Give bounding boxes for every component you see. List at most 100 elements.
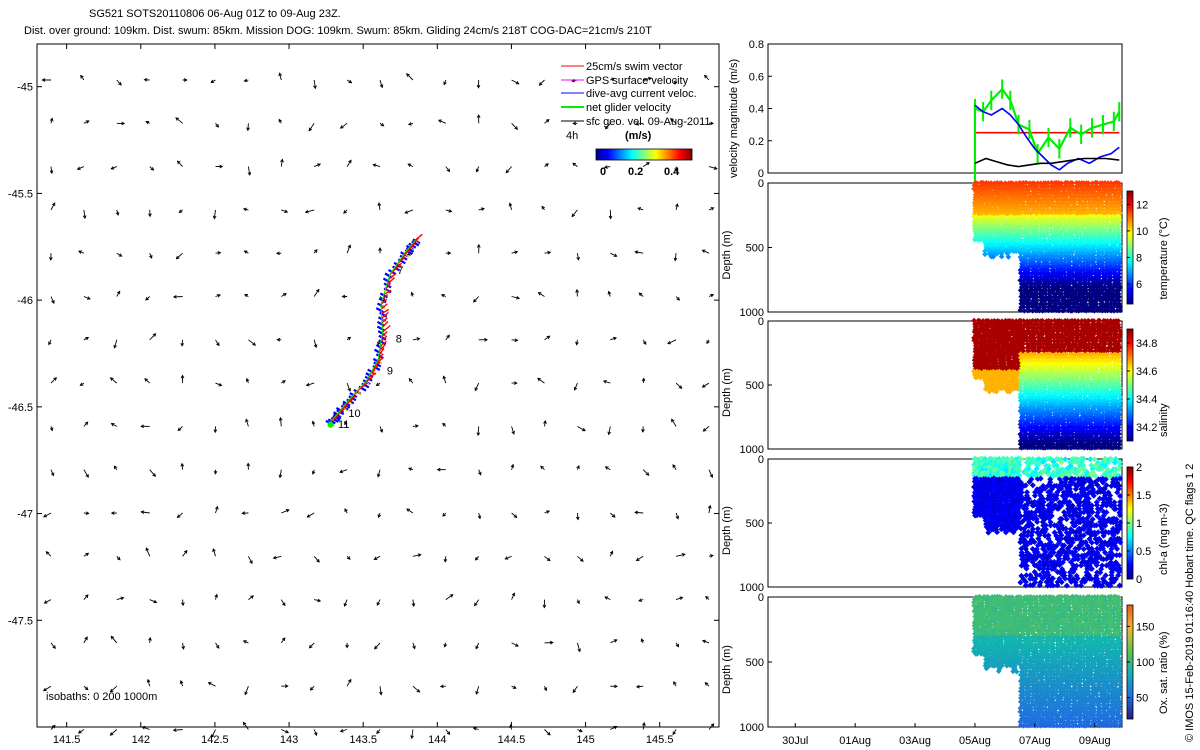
map-xtick-label: 143.5: [349, 734, 377, 746]
current-arrow: [374, 555, 381, 560]
current-arrow-head: [345, 644, 349, 649]
current-arrow-head: [278, 118, 282, 123]
current-arrow-head: [245, 377, 250, 382]
current-arrow-head: [43, 514, 47, 518]
current-arrow-head: [211, 734, 215, 739]
velocity-ytick-label: 0.8: [749, 39, 764, 51]
current-arrow-head: [282, 602, 286, 607]
section-colorbar-tick-label: 34.4: [1136, 394, 1157, 406]
current-arrow-head: [113, 344, 117, 349]
current-arrow: [477, 426, 480, 436]
current-arrow-head: [272, 555, 277, 560]
current-arrow-head: [242, 207, 247, 212]
current-arrow-head: [304, 209, 309, 214]
current-arrow-head: [43, 600, 48, 604]
current-arrow-head: [85, 120, 90, 124]
map-colorbar: [595, 148, 693, 161]
current-arrow: [110, 377, 118, 384]
current-arrow-head: [308, 644, 313, 649]
section-colorbar-tick-label: 6: [1136, 279, 1142, 291]
section-ytick-label: 0: [758, 454, 764, 466]
current-arrow: [511, 122, 518, 130]
section-ytick-label: 0: [758, 316, 764, 328]
current-arrow: [149, 333, 156, 341]
current-arrow-head: [84, 636, 88, 641]
current-arrow-head: [305, 382, 310, 387]
current-arrow-head: [448, 209, 453, 213]
current-arrow: [474, 382, 480, 391]
current-arrow-head: [121, 121, 126, 126]
current-arrow: [406, 73, 414, 81]
current-arrow: [50, 642, 56, 649]
current-arrow-head: [77, 730, 82, 734]
current-arrow-head: [379, 691, 383, 696]
section-ylabel: Depth (m): [721, 368, 733, 417]
current-arrow: [280, 159, 283, 167]
current-arrow: [511, 251, 518, 254]
current-arrow-head: [172, 728, 177, 732]
current-arrow-head: [213, 470, 218, 475]
current-arrow-head: [48, 341, 52, 346]
current-arrow: [212, 548, 216, 557]
current-arrow: [176, 252, 183, 260]
current-arrow-head: [306, 514, 311, 518]
title-line2: Dist. over ground: 109km. Dist. swum: 85…: [24, 25, 652, 37]
map-ytick-label: -47: [17, 509, 33, 521]
legend-interval-label: 4h: [566, 130, 578, 142]
current-arrow: [43, 685, 52, 692]
current-arrow-head: [406, 73, 410, 77]
current-arrow: [346, 382, 351, 392]
current-arrow: [50, 469, 54, 476]
section-colorbar: [1126, 190, 1134, 305]
current-arrow-head: [148, 213, 152, 218]
current-arrow: [177, 512, 183, 518]
current-arrow-head: [347, 336, 352, 341]
current-arrow: [340, 729, 348, 732]
current-arrow: [50, 725, 56, 730]
current-arrow-head: [513, 514, 518, 519]
current-arrow: [412, 685, 420, 693]
current-arrow-head: [110, 511, 115, 515]
current-arrow-head: [476, 243, 481, 248]
title-line1: SG521 SOTS20110806 06-Aug 01Z to 09-Aug …: [89, 8, 341, 20]
current-arrow-head: [281, 637, 286, 642]
current-arrow: [83, 421, 89, 427]
current-arrow: [374, 642, 381, 650]
current-arrow-head: [339, 728, 344, 733]
current-arrow: [243, 722, 249, 730]
legend-gps-label: GPS surface velocity: [586, 75, 689, 87]
current-arrow-head: [476, 432, 481, 437]
current-arrow: [313, 556, 320, 563]
current-arrow: [305, 209, 315, 213]
current-arrow-head: [213, 429, 218, 434]
current-arrow: [208, 682, 216, 687]
current-arrow: [445, 729, 450, 735]
current-arrow-head: [313, 732, 318, 737]
current-arrow-head: [406, 508, 410, 512]
current-arrow: [308, 123, 315, 131]
colorbar-units-label: (m/s): [625, 130, 652, 142]
current-arrow: [280, 637, 286, 644]
current-arrow-head: [341, 294, 346, 299]
current-arrow: [280, 417, 282, 427]
current-arrow-head: [118, 253, 123, 257]
current-arrow-head: [317, 163, 322, 167]
current-arrow-head: [404, 210, 409, 214]
current-arrow-head: [344, 421, 348, 425]
current-arrow-head: [376, 602, 381, 606]
current-arrow-head: [313, 85, 317, 90]
current-arrow-head: [511, 430, 515, 435]
section-colorbar-tick-label: 34.8: [1136, 338, 1157, 350]
map-xtick-label: 144: [428, 734, 446, 746]
current-arrow: [111, 423, 118, 427]
legend-net-label: net glider velocity: [586, 102, 671, 114]
current-arrow-head: [246, 462, 251, 467]
current-arrow: [173, 729, 183, 731]
current-arrow: [475, 686, 480, 695]
current-arrow-head: [515, 81, 520, 85]
current-arrow-head: [276, 337, 281, 342]
current-arrow: [177, 160, 183, 167]
current-arrow-head: [373, 556, 378, 560]
current-arrow-head: [183, 78, 188, 82]
